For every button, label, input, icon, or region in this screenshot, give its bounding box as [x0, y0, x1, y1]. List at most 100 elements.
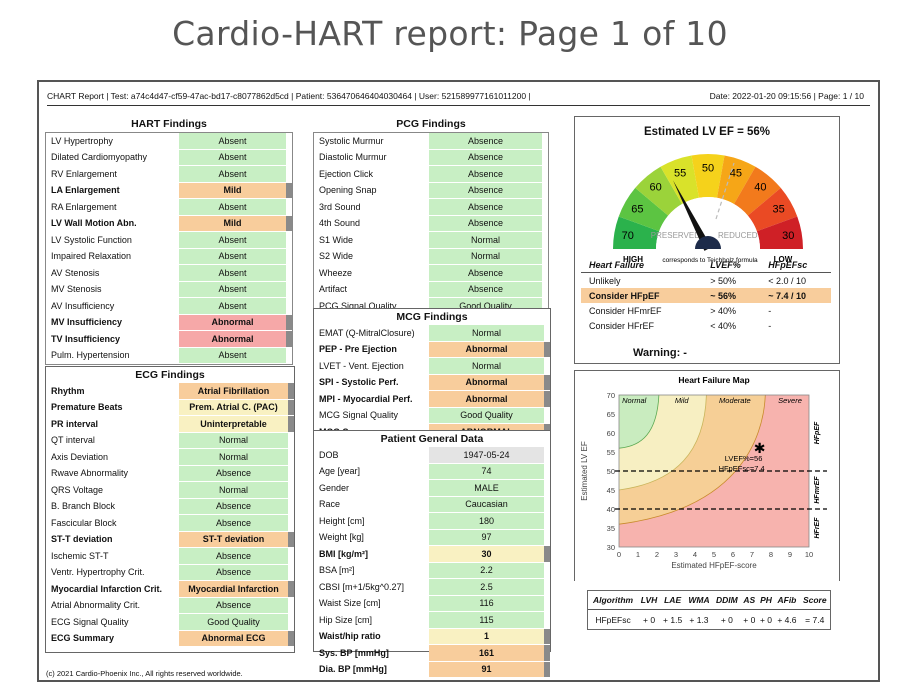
heart-failure-table: Heart Failure LVEF% HFpEFsc Unlikely > 50… — [581, 257, 831, 359]
pcg-row-value: Absence — [429, 198, 542, 216]
algo-header: AFib — [774, 591, 800, 610]
mcg-row-value: Abnormal — [429, 374, 544, 391]
mcg-row-label: EMAT (Q-MitralClosure) — [314, 325, 429, 342]
x-axis-label: Estimated HFpEF-score — [671, 561, 757, 570]
ecg-row: QT interval Normal — [46, 432, 294, 449]
ecg-row-value: Absence — [179, 498, 288, 515]
pcg-row-label: S1 Wide — [314, 231, 429, 249]
pcg-row-label: Artifact — [314, 281, 429, 298]
ecg-row: Ventr. Hypertrophy Crit. Absence — [46, 564, 294, 581]
hart-row: LV Hypertrophy Absent — [46, 133, 292, 150]
patient-row-value: 74 — [429, 463, 544, 480]
gauge-segment — [691, 154, 725, 198]
ecg-row-label: Rwave Abnormality — [46, 465, 179, 482]
ecg-row: ECG Summary Abnormal ECG — [46, 630, 294, 647]
ecg-row-label: Premature Beats — [46, 399, 179, 416]
hart-row-value: Absent — [179, 347, 286, 364]
pcg-row-label: Diastolic Murmur — [314, 149, 429, 166]
hart-row-label: Impaired Relaxation — [46, 248, 179, 265]
hf-row: Consider HFrEF < 40% - — [581, 318, 831, 333]
ecg-row: Atrial Abnormality Crit. Absence — [46, 597, 294, 614]
gauge-segment — [734, 166, 781, 216]
hart-row: Pulm. Hypertension Absent — [46, 347, 292, 364]
y-axis-label: Estimated LV EF — [580, 441, 589, 501]
patient-row-value: 2.2 — [429, 562, 544, 579]
gauge-inner — [656, 197, 760, 249]
ecg-row-marker — [288, 448, 294, 466]
pcg-row-marker — [542, 133, 548, 150]
mcg-row-marker — [544, 374, 550, 391]
hart-row-marker — [286, 215, 292, 232]
pcg-row: 3rd Sound Absence — [314, 198, 548, 216]
gauge-needle — [673, 180, 712, 251]
hf-cell: > 40% — [710, 305, 736, 316]
ecg-row: QRS Voltage Normal — [46, 481, 294, 499]
pcg-row: Diastolic Murmur Absence — [314, 149, 548, 166]
ecg-row-marker — [288, 580, 294, 598]
hart-row-marker — [286, 231, 292, 249]
hart-row-marker — [286, 133, 292, 150]
hart-row-label: Dilated Cardiomyopathy — [46, 149, 179, 166]
patient-row-label: Weight [kg] — [314, 529, 429, 546]
hart-row: Impaired Relaxation Absent — [46, 248, 292, 265]
lv-ef-panel: Estimated LV EF = 56% 70 65 60 55 50 45 40 35 30… — [574, 116, 840, 364]
hart-row-value: Absent — [179, 248, 286, 265]
patient-row-label: Age [year] — [314, 463, 429, 480]
hart-row-value: Absent — [179, 149, 286, 166]
pcg-row-value: Absence — [429, 149, 542, 166]
gauge-divider — [715, 162, 735, 220]
hart-row-marker — [286, 182, 292, 199]
ecg-row: Rwave Abnormality Absence — [46, 465, 294, 482]
hart-row-marker — [286, 149, 292, 166]
pcg-row-marker — [542, 248, 548, 265]
mcg-row: PEP - Pre Ejection Abnormal — [314, 341, 550, 358]
y-tick-label: 65 — [607, 410, 615, 419]
pcg-row-marker — [542, 264, 548, 282]
pcg-row-marker — [542, 281, 548, 298]
mcg-row-label: LVET - Vent. Ejection — [314, 357, 429, 375]
hart-row-marker — [286, 347, 292, 364]
hart-row-value: Mild — [179, 182, 286, 199]
pcg-row-value: Absence — [429, 264, 542, 282]
pcg-row-value: Absence — [429, 182, 542, 199]
hart-row-value: Mild — [179, 215, 286, 232]
mcg-row-label: PEP - Pre Ejection — [314, 341, 429, 358]
hart-findings-table: LV Hypertrophy Absent Dilated Cardiomyopat… — [45, 132, 293, 365]
gauge-reduced-label: REDUCED — [718, 231, 758, 240]
ecg-row-marker — [288, 399, 294, 416]
mcg-row-value: Abnormal — [429, 390, 544, 408]
patient-row-marker — [544, 661, 550, 678]
ecg-row-value: Absence — [179, 465, 288, 482]
point-annotation-lvef: LVEF%=56 — [725, 454, 763, 463]
hart-row: MV Insufficiency Abnormal — [46, 314, 292, 331]
hf-header-category: Heart Failure — [589, 259, 645, 270]
gauge-high-label: HIGH — [623, 255, 643, 264]
algorithm-table-panel: Algorithm LVH LAE WMA DDIM AS PH AFib Score HFpE… — [587, 590, 831, 630]
ecg-row-value: Absence — [179, 564, 288, 581]
pcg-row-value: Absence — [429, 215, 542, 232]
hf-cell: - — [768, 320, 772, 331]
pcg-row-marker — [542, 149, 548, 166]
algo-cell: = 7.4 — [805, 615, 825, 625]
point-annotation-score: HFpEFsc=7.4 — [719, 464, 765, 473]
hart-row-label: Pulm. Hypertension — [46, 347, 179, 364]
mcg-findings-title: MCG Findings — [396, 311, 468, 323]
copyright: (c) 2021 Cardio-Phoenix Inc., All rights… — [46, 669, 243, 678]
y-tick-label: 55 — [607, 448, 615, 457]
ecg-row-label: PR interval — [46, 415, 179, 433]
gauge-segment-label: 35 — [772, 203, 784, 215]
hart-row: Dilated Cardiomyopathy Absent — [46, 149, 292, 166]
mcg-row-value: Normal — [429, 325, 544, 342]
hart-findings-title: HART Findings — [131, 118, 207, 130]
gauge-segment-label: 30 — [782, 230, 794, 242]
gauge-segment — [717, 155, 756, 204]
ecg-row-marker — [288, 514, 294, 532]
hart-row-marker — [286, 314, 292, 331]
x-tick-label: 6 — [731, 550, 735, 559]
ecg-row-marker — [288, 547, 294, 565]
patient-row-value: 30 — [429, 545, 544, 563]
patient-row-marker — [544, 562, 550, 579]
lv-ef-gauge: 70 65 60 55 50 45 40 35 30 PRESERVED REDUCED HIGH LO… — [613, 154, 803, 264]
hart-row: AV Insufficiency Absent — [46, 297, 292, 315]
ecg-row-value: Prem. Atrial C. (PAC) — [179, 399, 288, 416]
